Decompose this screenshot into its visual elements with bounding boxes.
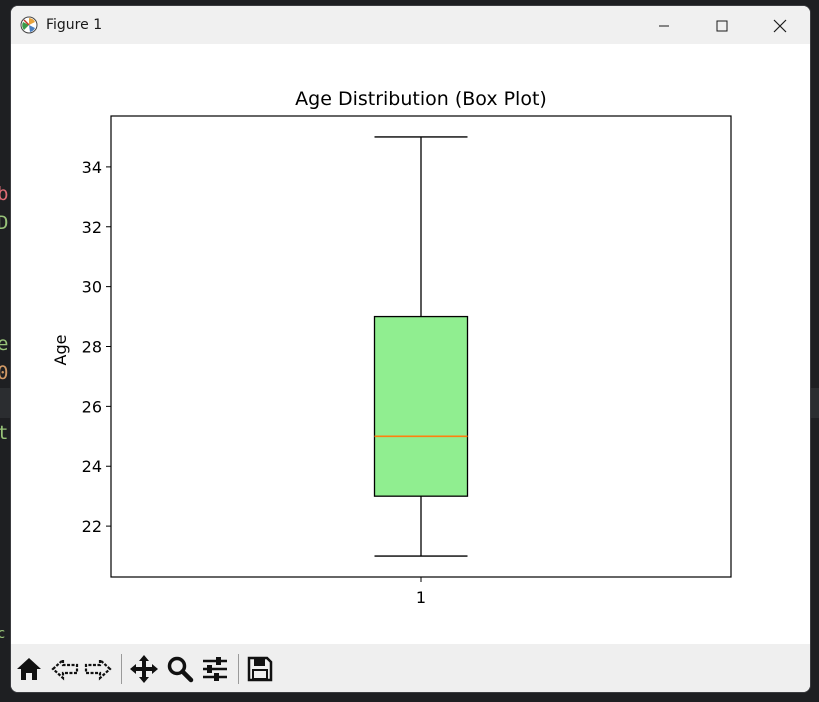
toolbar-separator (238, 654, 239, 684)
home-icon (17, 658, 41, 680)
configure-subplots-icon (203, 657, 227, 681)
close-button[interactable] (757, 11, 803, 41)
y-tick-label: 28 (82, 338, 102, 357)
configure-subplots-button[interactable] (198, 652, 232, 686)
y-axis-label: Age (51, 335, 70, 366)
plot-canvas[interactable]: Age Distribution (Box Plot) Age 22 24 26 28… (11, 44, 810, 644)
pan-button[interactable] (127, 652, 161, 686)
forward-button[interactable] (81, 652, 115, 686)
home-button[interactable] (12, 652, 46, 686)
toolbar-separator (121, 654, 122, 684)
title-bar[interactable]: Figure 1 (11, 6, 810, 44)
box-plot-chart: Age Distribution (Box Plot) Age 22 24 26 28… (51, 88, 732, 607)
y-tick-label: 26 (82, 397, 102, 416)
editor-fragment: e (0, 333, 9, 355)
zoom-button[interactable] (163, 652, 197, 686)
editor-fragment: t (0, 422, 9, 444)
minimize-button[interactable] (641, 11, 687, 41)
y-tick-label: 24 (82, 457, 102, 476)
forward-arrow-icon (84, 657, 112, 681)
maximize-icon (716, 20, 728, 32)
editor-fragment: b (0, 183, 9, 205)
figure-window: Figure 1 Age Distribution (Box Plot) Age… (11, 6, 810, 692)
save-button[interactable] (243, 652, 277, 686)
close-icon (773, 19, 787, 33)
y-tick-label: 30 (82, 278, 102, 297)
save-icon (247, 656, 273, 682)
navigation-toolbar (11, 644, 810, 692)
editor-fragment: c (0, 626, 6, 642)
app-logo-icon (20, 16, 38, 34)
y-tick-label: 22 (82, 517, 102, 536)
maximize-button[interactable] (699, 11, 745, 41)
minimize-icon (659, 25, 669, 27)
y-tick-label: 32 (82, 218, 102, 237)
chart-title: Age Distribution (Box Plot) (295, 88, 547, 110)
zoom-icon (167, 656, 194, 683)
editor-fragment: 0 (0, 362, 9, 384)
back-button[interactable] (48, 652, 82, 686)
pan-icon (130, 655, 158, 683)
x-tick-label: 1 (416, 588, 426, 607)
editor-fragment: D (0, 212, 9, 234)
window-title: Figure 1 (46, 17, 103, 33)
plot-area-frame (110, 115, 732, 578)
y-tick-label: 34 (82, 158, 102, 177)
back-arrow-icon (51, 657, 79, 681)
iqr-box (373, 315, 469, 497)
